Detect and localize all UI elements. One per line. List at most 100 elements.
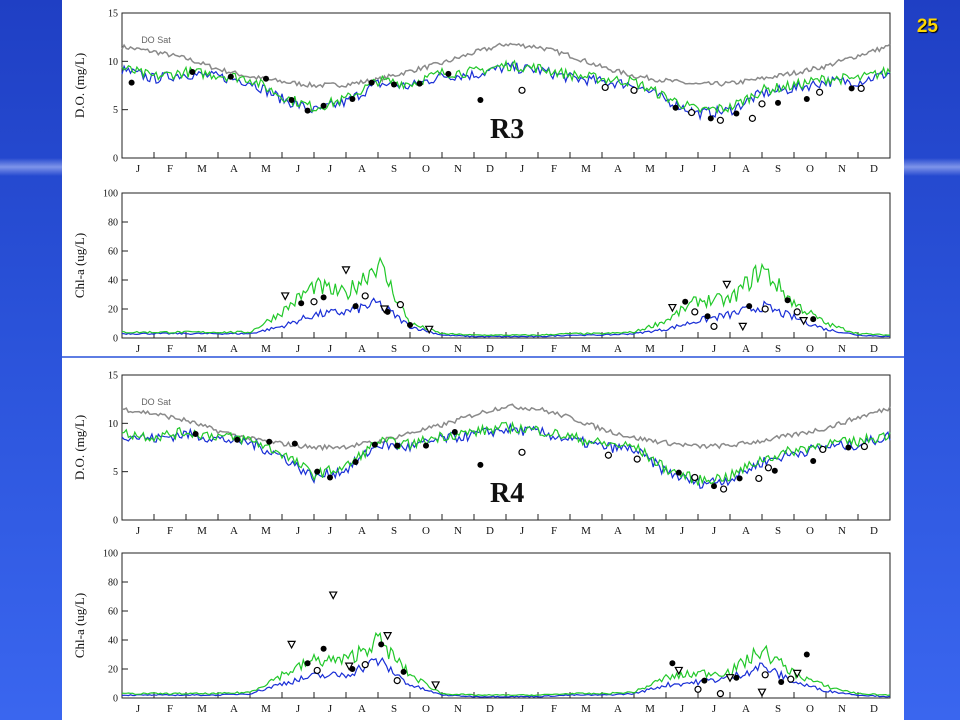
r4-do-obs-filled	[314, 468, 321, 475]
r4-do-month-label: J	[296, 525, 301, 537]
r4-do-month-label: A	[742, 525, 750, 537]
r4-do-series-line	[121, 420, 891, 486]
r3-do-obs-open	[857, 84, 865, 93]
r4-do-ytick-label: 0	[113, 516, 118, 527]
r3-do-month-label: O	[422, 163, 430, 175]
r3-chla-month-label: J	[680, 343, 685, 355]
r3-do-obs-filled	[128, 79, 135, 86]
r4-chla-month-label: N	[838, 703, 846, 715]
r3-do-obs-filled	[672, 104, 679, 111]
r4-do-ytick-label: 15	[108, 371, 118, 382]
r4-do-obs-open	[604, 451, 613, 459]
r3-chla-obs-triangle	[280, 292, 290, 301]
r3-do-month-label: F	[551, 163, 557, 175]
r4-chla-month-label: F	[167, 703, 173, 715]
r4-do-month-label: A	[358, 525, 366, 537]
r3-do-series-line	[121, 42, 891, 89]
r4-chla-obs-filled	[320, 645, 327, 652]
r4-do-month-label: S	[775, 525, 781, 537]
r3-chla-obs-open	[793, 308, 801, 316]
r3-chla-month-label: J	[136, 343, 141, 355]
r3-chla-month-label: O	[422, 343, 430, 355]
r3-chla-month-label: A	[358, 343, 366, 355]
r4-do-month-label: D	[870, 525, 878, 537]
r3-chla-ytick-label: 60	[108, 247, 118, 258]
r3-do-month-label: A	[230, 163, 238, 175]
r3-chla-ylabel: Chl-a (ug/L)	[72, 233, 87, 298]
r4-do-annotation: DO Sat	[141, 397, 171, 407]
r4-chla-month-label: M	[197, 703, 207, 715]
slide-number: 25	[916, 16, 938, 37]
r4-chla-obs-filled	[733, 674, 740, 681]
r3-do-ytick-label: 15	[108, 9, 118, 20]
r4-chla-obs-open	[313, 666, 321, 675]
r3-chla-obs-open	[361, 292, 369, 300]
r3-do-obs-open	[748, 114, 757, 122]
r3-chla-obs-open	[396, 301, 404, 309]
r4-chla-month-label: J	[520, 703, 525, 715]
r3-do-ylabel: D.O. (mg/L)	[72, 53, 87, 118]
r3-do-obs-filled	[416, 80, 423, 87]
r4-do-obs-filled	[371, 441, 378, 448]
r3-do-month-label: J	[136, 163, 141, 175]
r3-do-obs-open	[687, 108, 696, 117]
r4-chla-month-label: M	[645, 703, 655, 715]
r3-chla-obs-triangle	[738, 322, 748, 332]
r4-do-obs-open	[755, 474, 763, 483]
r3-chla-month-label: J	[328, 343, 333, 355]
r3-do-month-label: A	[742, 163, 750, 175]
r3-chla-obs-triangle	[341, 266, 351, 275]
r3-chla-month-label: J	[296, 343, 301, 355]
r4-do-obs-filled	[711, 483, 717, 490]
r4-chla-obs-open	[716, 690, 725, 698]
r3-chla-obs-filled	[784, 297, 791, 304]
r4-do-obs-open	[633, 455, 641, 463]
r3-chla-obs-filled	[298, 300, 305, 307]
site-label-r4: R4	[488, 478, 527, 510]
r4-do-obs-open	[691, 473, 699, 482]
r4-do-obs-filled	[234, 436, 241, 443]
r3-chla-ytick-label: 0	[113, 334, 118, 345]
r4-chla-obs-triangle	[328, 591, 338, 600]
r3-do-series-line	[121, 59, 891, 114]
r4-do-month-label: M	[581, 525, 591, 537]
r3-chla-month-label: D	[870, 343, 878, 355]
r4-chla-month-label: O	[806, 703, 814, 715]
r3-do-obs-filled	[320, 102, 327, 109]
r3-chla-obs-open	[761, 305, 769, 313]
r4-chla-obs-filled	[803, 651, 810, 658]
r4-do-obs-filled	[845, 444, 852, 451]
r4-do-ylabel: D.O. (mg/L)	[72, 415, 87, 480]
r4-do-ytick-label: 10	[108, 419, 118, 430]
r3-do-month-label: J	[520, 163, 525, 175]
r3-chla-month-label: S	[391, 343, 397, 355]
r4-do-month-label: F	[551, 525, 557, 537]
r3-do-month-label: J	[296, 163, 301, 175]
r4-do-month-label: J	[680, 525, 685, 537]
r3-chla-ytick-label: 20	[108, 305, 118, 316]
r4-do-month-label: J	[520, 525, 525, 537]
r3-chla-month-label: F	[551, 343, 557, 355]
r4-do-obs-filled	[810, 458, 817, 465]
r4-chla-obs-triangle	[792, 669, 802, 679]
r3-chla-obs-triangle	[379, 305, 389, 314]
r3-chla-month-label: J	[520, 343, 525, 355]
r4-do-month-label: A	[230, 525, 238, 537]
r4-chla-month-label: D	[870, 703, 878, 715]
r4-chla-obs-open	[393, 676, 401, 685]
r3-do-ytick-label: 5	[113, 105, 118, 116]
r4-chla-obs-filled	[669, 660, 676, 667]
r3-do-obs-open	[601, 83, 609, 92]
r4-do-obs-filled	[266, 438, 273, 445]
r3-do-month-label: O	[806, 163, 814, 175]
r4-do-obs-open	[860, 442, 869, 451]
r3-do-month-label: J	[712, 163, 717, 175]
r4-do-series-line	[121, 422, 891, 490]
r4-chla-obs-triangle	[431, 681, 441, 690]
r3-chla-month-label: M	[645, 343, 655, 355]
r3-do-obs-filled	[288, 97, 295, 103]
r3-do-obs-filled	[263, 75, 269, 82]
chart-sheet: 0 5 10 15 D.O. (mg/L) J F M A M J J A S O N D J F M A M J J A S O N…	[62, 0, 904, 720]
r4-chla-obs-filled	[304, 660, 311, 667]
r4-do-obs-filled	[771, 467, 778, 474]
